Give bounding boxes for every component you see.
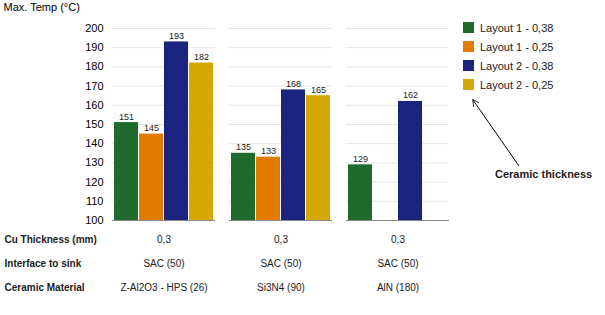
svg-text:130: 130: [85, 156, 103, 168]
html-text:Layout 1 - 0,25: Layout 1 - 0,25: [480, 40, 554, 53]
svg-text:190: 190: [85, 41, 103, 53]
svg-text:SAC (50): SAC (50): [143, 258, 184, 269]
svg-text:151: 151: [119, 112, 134, 122]
html-text:Layout 2 - 0,25: Layout 2 - 0,25: [480, 78, 554, 91]
svg-text:168: 168: [286, 79, 301, 89]
svg-text:162: 162: [403, 90, 418, 100]
svg-text:Max. Temp (°C): Max. Temp (°C): [4, 1, 80, 13]
svg-text:Interface to sink: Interface to sink: [5, 258, 82, 269]
svg-text:Z-Al2O3 - HPS (26): Z-Al2O3 - HPS (26): [120, 282, 207, 293]
svg-text:145: 145: [144, 123, 159, 133]
svg-text:193: 193: [169, 31, 184, 41]
svg-text:Cu Thickness (mm): Cu Thickness (mm): [5, 234, 97, 245]
svg-text:0,3: 0,3: [274, 234, 288, 245]
svg-text:129: 129: [353, 154, 368, 164]
svg-text:110: 110: [86, 195, 104, 207]
html-text:Ceramic thickness: Ceramic thickness: [495, 168, 593, 180]
svg-text:140: 140: [85, 137, 103, 149]
svg-text:Ceramic Material: Ceramic Material: [5, 282, 85, 293]
html-text:Layout 2 - 0,38: Layout 2 - 0,38: [480, 59, 554, 72]
svg-text:170: 170: [85, 80, 103, 92]
svg-text:Si3N4 (90): Si3N4 (90): [257, 282, 305, 293]
html-text:Layout 1 - 0,38: Layout 1 - 0,38: [480, 21, 554, 34]
svg-text:180: 180: [85, 60, 103, 72]
svg-text:200: 200: [85, 22, 103, 34]
svg-text:133: 133: [261, 146, 276, 156]
svg-text:160: 160: [85, 99, 103, 111]
svg-text:135: 135: [236, 142, 251, 152]
svg-text:120: 120: [85, 176, 103, 188]
svg-text:182: 182: [194, 52, 209, 62]
svg-text:SAC (50): SAC (50): [377, 258, 418, 269]
svg-text:0,3: 0,3: [157, 234, 171, 245]
svg-text:150: 150: [85, 118, 103, 130]
svg-text:AlN (180): AlN (180): [377, 282, 419, 293]
svg-text:165: 165: [311, 85, 326, 95]
svg-text:SAC (50): SAC (50): [260, 258, 301, 269]
svg-text:100: 100: [85, 214, 103, 226]
svg-text:0,3: 0,3: [391, 234, 405, 245]
